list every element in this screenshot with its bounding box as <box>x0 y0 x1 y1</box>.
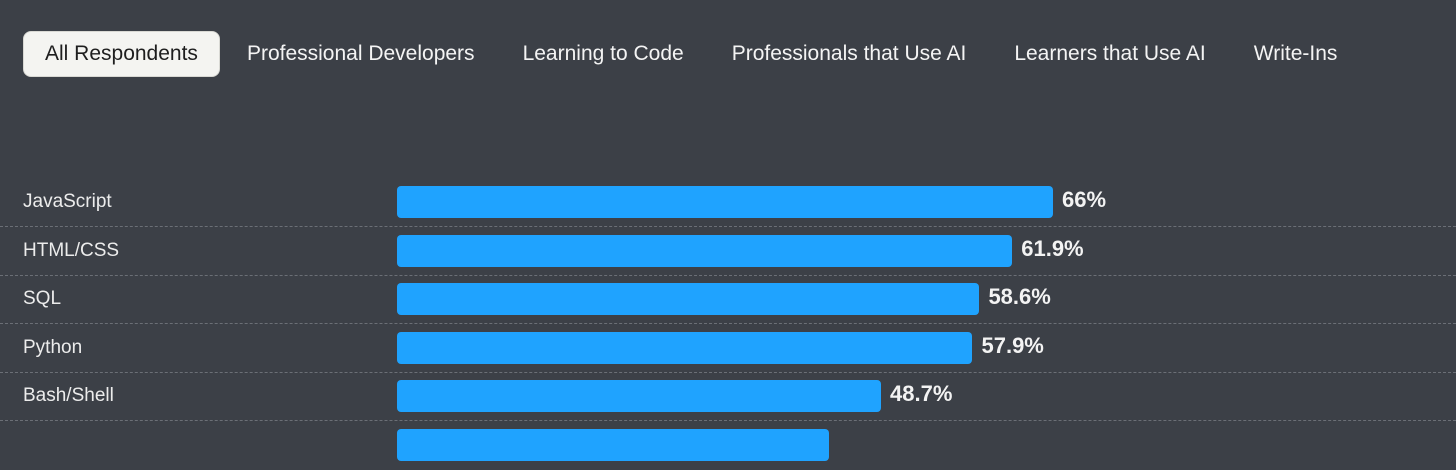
chart-row-javascript: JavaScript 66% <box>0 178 1456 227</box>
bar-javascript <box>397 186 1053 218</box>
chart-row-bash-shell: Bash/Shell 48.7% <box>0 372 1456 421</box>
value-label: 57.9% <box>981 332 1044 358</box>
chart-row-next <box>0 421 1456 470</box>
chart-row-sql: SQL 58.6% <box>0 275 1456 324</box>
bar-sql <box>397 283 980 315</box>
bar-python <box>397 331 973 364</box>
tab-learners-that-use-ai[interactable]: Learners that Use AI <box>1014 42 1206 65</box>
bar-next <box>397 428 829 461</box>
row-divider <box>0 323 1456 324</box>
tab-learning-to-code[interactable]: Learning to Code <box>522 42 684 65</box>
category-label: SQL <box>23 288 62 309</box>
row-divider <box>0 226 1456 227</box>
row-divider <box>0 420 1456 421</box>
chart-row-html-css: HTML/CSS 61.9% <box>0 227 1456 276</box>
value-label: 66% <box>1062 187 1107 212</box>
row-divider <box>0 274 1456 276</box>
respondent-tabs: All Respondents Professional Developers … <box>23 30 1364 78</box>
tab-professionals-that-use-ai[interactable]: Professionals that Use AI <box>731 42 967 65</box>
tab-write-ins[interactable]: Write-Ins <box>1253 42 1338 65</box>
category-label: Python <box>23 336 83 358</box>
category-label: HTML/CSS <box>23 239 120 261</box>
bar-html-css <box>397 234 1013 267</box>
category-label: JavaScript <box>23 191 112 212</box>
bar-bash-shell <box>397 380 882 412</box>
category-label: Bash/Shell <box>23 385 114 406</box>
value-label: 61.9% <box>1021 235 1084 261</box>
tab-professional-developers[interactable]: Professional Developers <box>246 42 475 65</box>
language-bar-chart: JavaScript 66% HTML/CSS 61.9% SQL 58.6% Python… <box>0 178 1456 461</box>
tab-all-respondents[interactable]: All Respondents <box>23 31 220 77</box>
value-label: 58.6% <box>988 284 1051 309</box>
value-label: 48.7% <box>890 381 953 406</box>
row-divider <box>0 371 1456 373</box>
chart-row-python: Python 57.9% <box>0 324 1456 373</box>
